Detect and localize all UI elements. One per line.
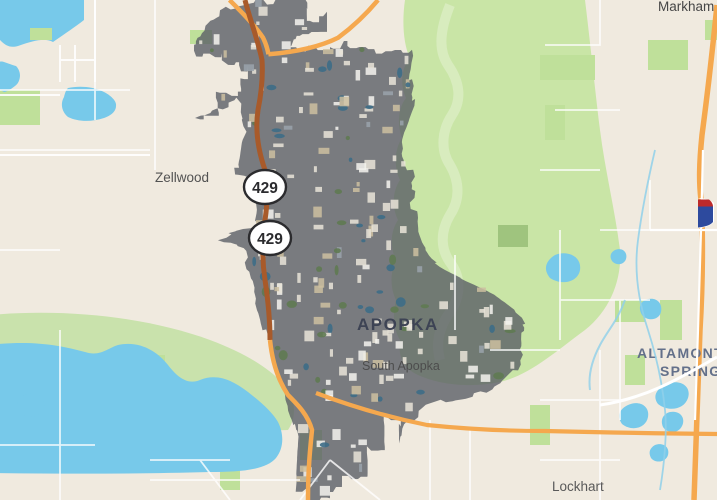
svg-text:Lockhart: Lockhart <box>552 479 604 494</box>
svg-text:SPRINGS: SPRINGS <box>660 363 717 379</box>
svg-text:Zellwood: Zellwood <box>155 170 209 185</box>
svg-text:Markham: Markham <box>658 0 714 14</box>
svg-text:South Apopka: South Apopka <box>362 359 440 373</box>
svg-text:ALTAMONTE: ALTAMONTE <box>637 345 717 361</box>
svg-text:429: 429 <box>252 180 278 197</box>
svg-text:APOPKA: APOPKA <box>357 315 439 334</box>
svg-text:429: 429 <box>257 231 283 248</box>
